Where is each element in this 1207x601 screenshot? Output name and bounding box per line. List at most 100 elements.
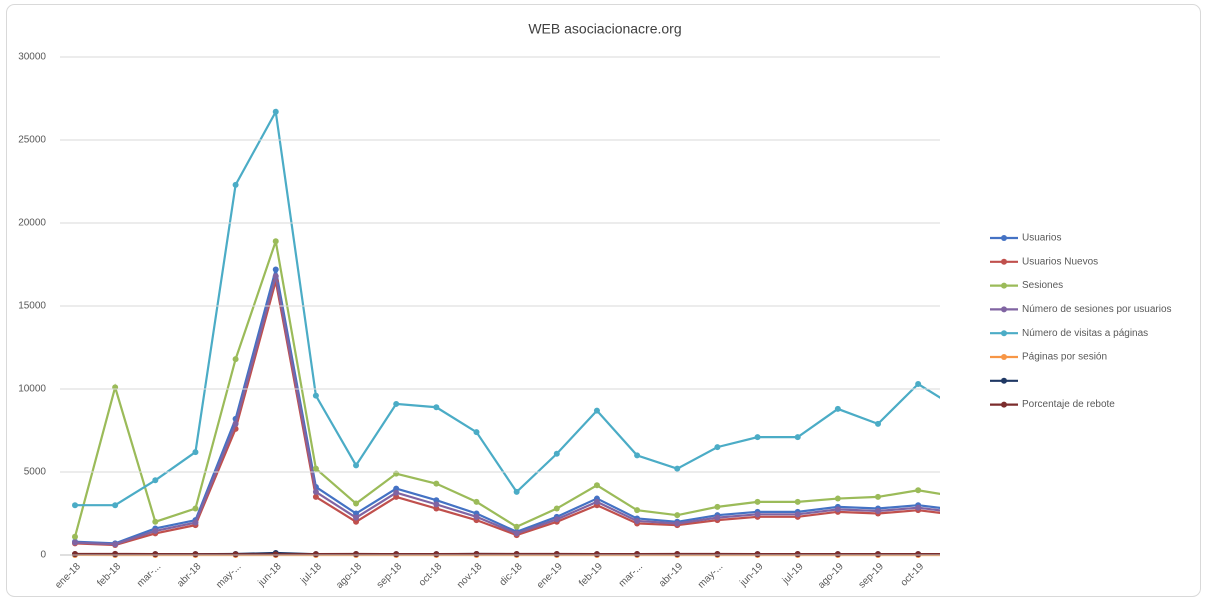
series-point [875,493,881,500]
series-point [593,482,600,489]
series-point [192,505,199,512]
legend-label: Número de visitas a páginas [1022,328,1148,339]
series-point [754,551,761,558]
y-tick-label: 10000 [18,384,46,395]
series-point [433,505,440,512]
series-point [834,405,841,412]
series-point [714,514,721,521]
series-point [272,273,279,280]
legend-label: Páginas por sesión [1022,352,1107,363]
series-point [794,511,801,518]
series-point [353,500,360,507]
series-point [593,407,600,414]
y-tick-label: 5000 [24,467,47,478]
series-point [794,498,801,505]
series-point [353,514,360,521]
series-point [674,551,681,558]
y-tick-label: 0 [40,550,46,561]
series-point [152,551,159,558]
series-point [353,551,360,558]
series-point [634,452,641,459]
series-point [634,551,641,558]
series-point [272,238,279,245]
series-point [152,518,159,525]
series-point [834,506,841,513]
series-point [473,498,480,505]
series-point [513,530,520,537]
series-point [312,465,319,472]
series-point [834,495,841,502]
series-point [72,551,78,558]
series-point [634,507,641,514]
series-point [353,510,360,517]
series-point [393,493,400,500]
plot-area [72,108,940,558]
series-point [152,527,159,534]
series-point [312,551,319,558]
series-point [593,551,600,558]
series-point [72,533,78,540]
series-point [192,551,199,558]
legend-marker [1001,354,1007,360]
series-point [393,551,400,558]
series-point [152,477,159,484]
series-point [553,450,560,457]
series-point [312,392,319,399]
legend-marker [1001,330,1007,337]
legend-marker [1001,401,1007,408]
series-point [875,508,881,515]
y-tick-label: 30000 [18,52,46,63]
series-point [232,181,239,188]
series-point [473,513,480,520]
series-point [915,551,922,558]
series-point [674,512,681,519]
series-point [794,551,801,558]
series-point [553,505,560,512]
series-point [553,551,560,558]
series-point [915,381,922,388]
series-point [353,518,360,525]
series-point [714,551,721,558]
y-tick-label: 15000 [18,301,46,312]
series-point [312,493,319,500]
series-point [393,489,400,496]
series-point [232,420,239,427]
y-tick-label: 25000 [18,135,46,146]
series-point [513,550,520,557]
series-point [393,485,400,492]
chart-title: WEB asociacionacre.org [528,21,681,37]
legend-label: Número de sesiones por usuarios [1022,304,1172,315]
legend-marker [1001,306,1007,313]
legend-label: Porcentaje de rebote [1022,399,1115,410]
legend-label: Usuarios Nuevos [1022,256,1098,267]
legend-marker [1001,282,1007,289]
series-point [72,502,78,509]
series-point [834,551,841,558]
series-point [915,504,922,511]
series-point [754,498,761,505]
series-point [232,356,239,363]
series-point [875,420,881,427]
series-point [433,497,440,504]
legend-marker [1001,258,1007,265]
series-point [112,541,119,548]
legend-label: Sesiones [1022,280,1063,291]
series-point [433,480,440,487]
series-point [553,516,560,523]
series-point [473,551,480,558]
series-point [714,444,721,451]
series-point [593,498,600,505]
legend-marker [1001,235,1007,241]
series-point [433,501,440,508]
series-point [433,404,440,411]
series-point [674,520,681,527]
series-point [272,266,279,273]
series-point [192,449,199,456]
series-point [754,434,761,441]
legend-label: Usuarios [1022,233,1061,244]
series-point [915,487,922,494]
series-point [312,488,319,495]
series-point [674,465,681,472]
series-point [192,519,199,526]
